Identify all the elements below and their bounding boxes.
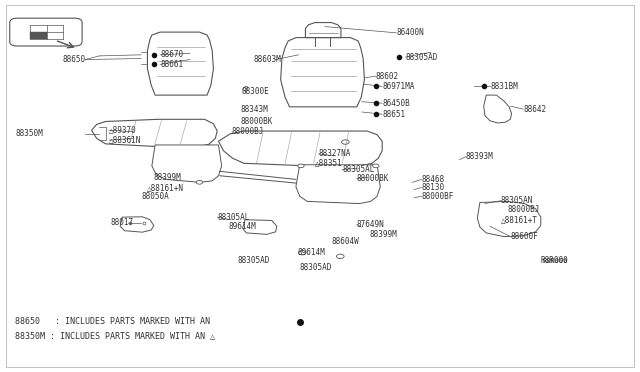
Circle shape bbox=[196, 180, 203, 184]
Text: 88000BF: 88000BF bbox=[422, 192, 454, 201]
Text: △88351: △88351 bbox=[315, 159, 342, 168]
Polygon shape bbox=[477, 201, 541, 237]
Text: 89614M: 89614M bbox=[298, 248, 326, 257]
Text: 88305AD: 88305AD bbox=[237, 256, 270, 264]
Polygon shape bbox=[120, 217, 154, 232]
Text: 88661: 88661 bbox=[160, 60, 183, 69]
Polygon shape bbox=[484, 95, 511, 123]
Text: 88350M: 88350M bbox=[15, 129, 44, 138]
Text: 86971MA: 86971MA bbox=[382, 82, 415, 91]
Polygon shape bbox=[305, 23, 341, 38]
Text: 86400N: 86400N bbox=[396, 28, 424, 37]
Polygon shape bbox=[147, 32, 213, 95]
Text: 88650: 88650 bbox=[62, 55, 85, 64]
Text: 88343M: 88343M bbox=[240, 105, 268, 113]
Text: △89370: △89370 bbox=[109, 126, 137, 135]
Text: 88468: 88468 bbox=[422, 175, 445, 184]
Text: 88000BK: 88000BK bbox=[240, 118, 273, 126]
Text: 88130: 88130 bbox=[422, 183, 445, 192]
Text: 88399M: 88399M bbox=[369, 230, 397, 239]
Text: 88300E: 88300E bbox=[241, 87, 269, 96]
Text: 88305AL: 88305AL bbox=[217, 213, 250, 222]
Text: 88602: 88602 bbox=[376, 71, 399, 81]
Text: 8831BM: 8831BM bbox=[490, 82, 518, 91]
Bar bbox=[30, 32, 47, 39]
Text: 88305AN: 88305AN bbox=[501, 196, 533, 205]
Circle shape bbox=[298, 250, 306, 255]
Text: 88327NA: 88327NA bbox=[319, 149, 351, 158]
Text: 88670: 88670 bbox=[160, 50, 183, 59]
Circle shape bbox=[372, 164, 379, 168]
Text: 88350M : INCLUDES PARTS MARKED WITH AN △: 88350M : INCLUDES PARTS MARKED WITH AN △ bbox=[15, 331, 216, 340]
Circle shape bbox=[298, 164, 304, 168]
Text: △88161+N: △88161+N bbox=[147, 183, 184, 192]
Text: 88305AD: 88305AD bbox=[300, 263, 332, 272]
Text: 86450B: 86450B bbox=[382, 99, 410, 108]
Text: 88000BK: 88000BK bbox=[356, 174, 389, 183]
Text: 88603M: 88603M bbox=[253, 55, 281, 64]
Polygon shape bbox=[281, 38, 364, 107]
Polygon shape bbox=[296, 165, 380, 203]
Text: 88305AD: 88305AD bbox=[406, 52, 438, 61]
Text: 88642: 88642 bbox=[523, 105, 546, 113]
FancyBboxPatch shape bbox=[10, 18, 82, 46]
Text: 88000BJ: 88000BJ bbox=[507, 205, 540, 214]
Text: 87649N: 87649N bbox=[356, 220, 385, 229]
Polygon shape bbox=[243, 220, 277, 234]
Text: 88050A: 88050A bbox=[141, 192, 169, 202]
Polygon shape bbox=[92, 119, 217, 147]
Text: R8R000: R8R000 bbox=[541, 256, 568, 264]
Text: 88604W: 88604W bbox=[332, 237, 359, 246]
Text: 88650   : INCLUDES PARTS MARKED WITH AN: 88650 : INCLUDES PARTS MARKED WITH AN bbox=[15, 317, 211, 326]
Text: △88161+T: △88161+T bbox=[501, 215, 538, 224]
Text: 88600F: 88600F bbox=[510, 232, 538, 241]
Circle shape bbox=[342, 140, 349, 144]
Text: △88361N: △88361N bbox=[109, 136, 141, 145]
Text: R8R000: R8R000 bbox=[542, 258, 568, 264]
Text: 88017: 88017 bbox=[111, 218, 134, 227]
Text: 88305AL: 88305AL bbox=[342, 165, 374, 174]
Circle shape bbox=[337, 254, 344, 259]
Polygon shape bbox=[218, 131, 382, 166]
Text: 88000BJ: 88000BJ bbox=[231, 127, 264, 136]
Text: 88393M: 88393M bbox=[466, 152, 493, 161]
Text: 88651: 88651 bbox=[382, 110, 405, 119]
Text: 89614M: 89614M bbox=[228, 222, 256, 231]
Text: 88399M: 88399M bbox=[154, 173, 182, 182]
Polygon shape bbox=[152, 145, 221, 182]
